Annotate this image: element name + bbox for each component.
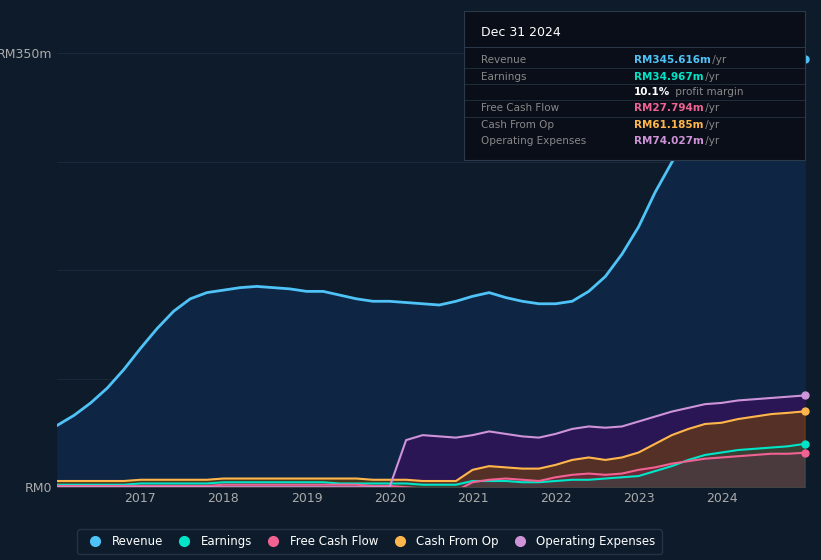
Text: Free Cash Flow: Free Cash Flow [481,104,559,114]
Text: /yr: /yr [702,104,719,114]
Text: /yr: /yr [709,55,727,65]
Text: /yr: /yr [702,120,719,130]
Legend: Revenue, Earnings, Free Cash Flow, Cash From Op, Operating Expenses: Revenue, Earnings, Free Cash Flow, Cash … [77,529,662,554]
Text: RM34.967m: RM34.967m [635,72,704,82]
Text: RM345.616m: RM345.616m [635,55,711,65]
Text: 10.1%: 10.1% [635,87,671,97]
Text: profit margin: profit margin [672,87,743,97]
Text: /yr: /yr [702,136,719,146]
Text: Earnings: Earnings [481,72,526,82]
Text: Cash From Op: Cash From Op [481,120,554,130]
Text: Operating Expenses: Operating Expenses [481,136,586,146]
Text: Dec 31 2024: Dec 31 2024 [481,26,561,39]
Text: RM61.185m: RM61.185m [635,120,704,130]
Text: /yr: /yr [702,72,719,82]
Text: Revenue: Revenue [481,55,526,65]
Text: RM74.027m: RM74.027m [635,136,704,146]
Text: RM27.794m: RM27.794m [635,104,704,114]
